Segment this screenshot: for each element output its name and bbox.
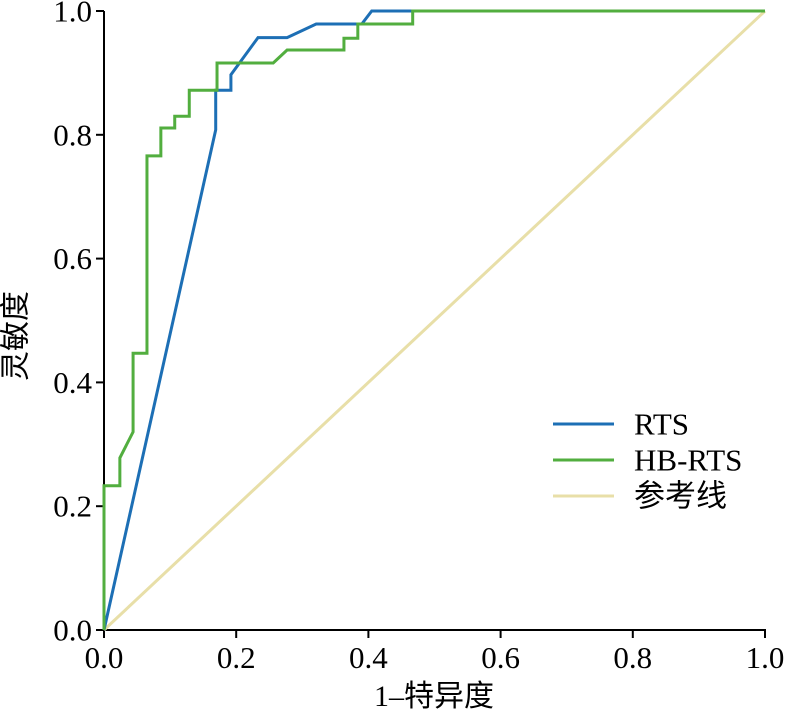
y-tick-label: 0.4 xyxy=(53,365,92,400)
y-axis-ticks: 0.0 0.2 0.4 0.6 0.8 1.0 xyxy=(53,0,104,648)
x-axis-ticks: 0.0 0.2 0.4 0.6 0.8 1.0 xyxy=(85,630,785,675)
y-tick-label: 0.0 xyxy=(53,613,92,648)
y-axis-title: 灵敏度 xyxy=(0,291,33,381)
x-tick-label: 0.8 xyxy=(613,640,652,675)
legend-label: HB-RTS xyxy=(634,443,742,478)
legend-item: RTS xyxy=(553,407,689,442)
legend-label: 参考线 xyxy=(634,479,727,514)
legend-item: HB-RTS xyxy=(553,443,742,478)
legend-label: RTS xyxy=(634,407,689,442)
y-tick-label: 1.0 xyxy=(53,0,92,29)
y-tick-label: 0.8 xyxy=(53,117,92,152)
x-tick-label: 0.2 xyxy=(217,640,256,675)
reference-line xyxy=(102,9,767,632)
legend-item: 参考线 xyxy=(553,479,727,514)
plot-area xyxy=(102,9,767,632)
x-tick-label: 1.0 xyxy=(746,640,785,675)
hb-rts-curve xyxy=(102,9,765,630)
y-tick-label: 0.2 xyxy=(53,489,92,524)
x-tick-label: 0.0 xyxy=(85,640,124,675)
y-tick-label: 0.6 xyxy=(53,241,92,276)
x-axis-title: 1–特异度 xyxy=(374,680,494,713)
x-tick-label: 0.4 xyxy=(349,640,388,675)
rts-curve xyxy=(102,9,765,631)
x-tick-label: 0.6 xyxy=(481,640,520,675)
